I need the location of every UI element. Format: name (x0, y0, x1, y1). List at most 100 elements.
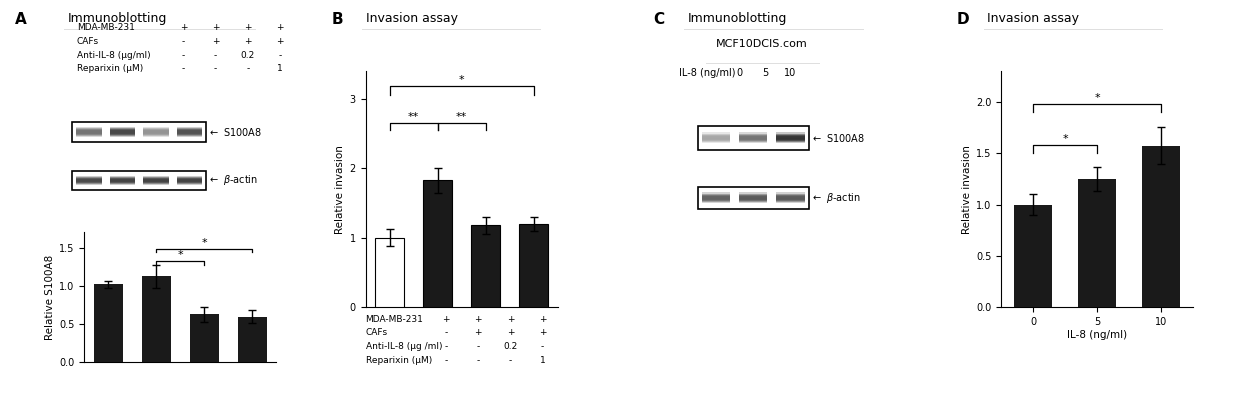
Text: MCF10DCIS.com: MCF10DCIS.com (716, 39, 808, 49)
Text: -: - (509, 356, 512, 365)
Text: -: - (477, 342, 479, 351)
Text: $\leftarrow$ S100A8: $\leftarrow$ S100A8 (208, 126, 263, 138)
Bar (238, 317, 266, 362)
Text: $\leftarrow$ $\beta$-actin: $\leftarrow$ $\beta$-actin (208, 173, 258, 187)
Text: D: D (957, 12, 969, 27)
Text: A: A (15, 12, 26, 27)
X-axis label: IL-8 (ng/ml): IL-8 (ng/ml) (1067, 330, 1127, 340)
Bar (740, 136, 767, 140)
Bar (703, 199, 730, 203)
Bar (777, 139, 804, 143)
Text: 0.2: 0.2 (503, 342, 518, 351)
Bar (777, 197, 804, 201)
Text: +: + (244, 37, 252, 46)
Text: Immunoblotting: Immunoblotting (688, 12, 787, 25)
Text: -: - (445, 329, 447, 337)
Bar (740, 138, 767, 142)
Bar (177, 179, 202, 182)
Text: +: + (212, 23, 219, 32)
Text: +: + (539, 329, 546, 337)
Bar (703, 138, 730, 142)
Bar (72, 171, 206, 190)
Bar (698, 126, 809, 150)
Bar (76, 133, 102, 137)
Bar (109, 132, 135, 136)
Text: Reparixin (μM): Reparixin (μM) (77, 65, 142, 73)
Text: -: - (279, 51, 281, 59)
Text: +: + (442, 315, 450, 323)
Text: -: - (445, 356, 447, 365)
Bar (740, 197, 767, 201)
Text: +: + (276, 23, 284, 32)
Bar (177, 182, 202, 185)
Bar (740, 196, 767, 200)
Bar (703, 132, 730, 136)
Bar (703, 196, 730, 200)
Bar (109, 179, 135, 182)
Bar (740, 134, 767, 138)
Bar (76, 128, 102, 132)
Bar (422, 180, 452, 307)
Bar (177, 181, 202, 184)
Bar (703, 198, 730, 202)
Bar (177, 176, 202, 179)
Bar (76, 129, 102, 133)
Y-axis label: Relative S100A8: Relative S100A8 (45, 255, 55, 340)
Bar (144, 131, 169, 135)
Bar (177, 127, 202, 131)
Bar (471, 225, 499, 307)
Bar (144, 133, 169, 137)
Bar (109, 130, 135, 134)
Bar (144, 179, 169, 182)
Bar (144, 128, 169, 132)
Text: B: B (332, 12, 343, 27)
Text: +: + (507, 315, 514, 323)
Bar (519, 224, 548, 307)
Text: CAFs: CAFs (77, 37, 99, 46)
Text: IL-8 (ng/ml): IL-8 (ng/ml) (679, 68, 736, 78)
Bar (76, 130, 102, 134)
Bar (76, 179, 102, 182)
Text: 10: 10 (784, 68, 797, 78)
Bar (177, 130, 202, 134)
Text: -: - (214, 51, 217, 59)
Y-axis label: Relative invasion: Relative invasion (961, 145, 971, 234)
Bar (740, 192, 767, 196)
Text: 5: 5 (762, 68, 769, 78)
Text: **: ** (408, 112, 419, 123)
Text: +: + (244, 23, 252, 32)
Bar (144, 181, 169, 184)
Bar (740, 195, 767, 199)
Text: C: C (653, 12, 664, 27)
Text: MDA-MB-231: MDA-MB-231 (77, 23, 135, 32)
Bar (76, 176, 102, 179)
Text: *: * (202, 238, 207, 248)
Bar (76, 132, 102, 136)
Bar (703, 136, 730, 140)
Text: Invasion assay: Invasion assay (366, 12, 457, 25)
Bar (740, 132, 767, 136)
Text: Anti-IL-8 (μg/ml): Anti-IL-8 (μg/ml) (77, 51, 150, 59)
Bar (177, 180, 202, 183)
Text: -: - (214, 65, 217, 73)
Bar (740, 198, 767, 202)
Text: -: - (182, 65, 185, 73)
Text: +: + (212, 37, 219, 46)
Bar (703, 192, 730, 196)
Bar (703, 139, 730, 143)
Text: +: + (507, 329, 514, 337)
Text: *: * (458, 75, 465, 85)
Text: -: - (541, 342, 544, 351)
Bar (703, 193, 730, 197)
Text: -: - (247, 65, 249, 73)
Text: $\leftarrow$ $\beta$-actin: $\leftarrow$ $\beta$-actin (810, 191, 861, 205)
Text: Anti-IL-8 (μg /ml): Anti-IL-8 (μg /ml) (366, 342, 442, 351)
Bar (109, 128, 135, 132)
Bar (109, 182, 135, 185)
Text: -: - (182, 51, 185, 59)
Bar (777, 199, 804, 203)
Bar (190, 314, 218, 362)
Bar (144, 177, 169, 180)
Bar (76, 177, 102, 180)
Bar (703, 195, 730, 199)
